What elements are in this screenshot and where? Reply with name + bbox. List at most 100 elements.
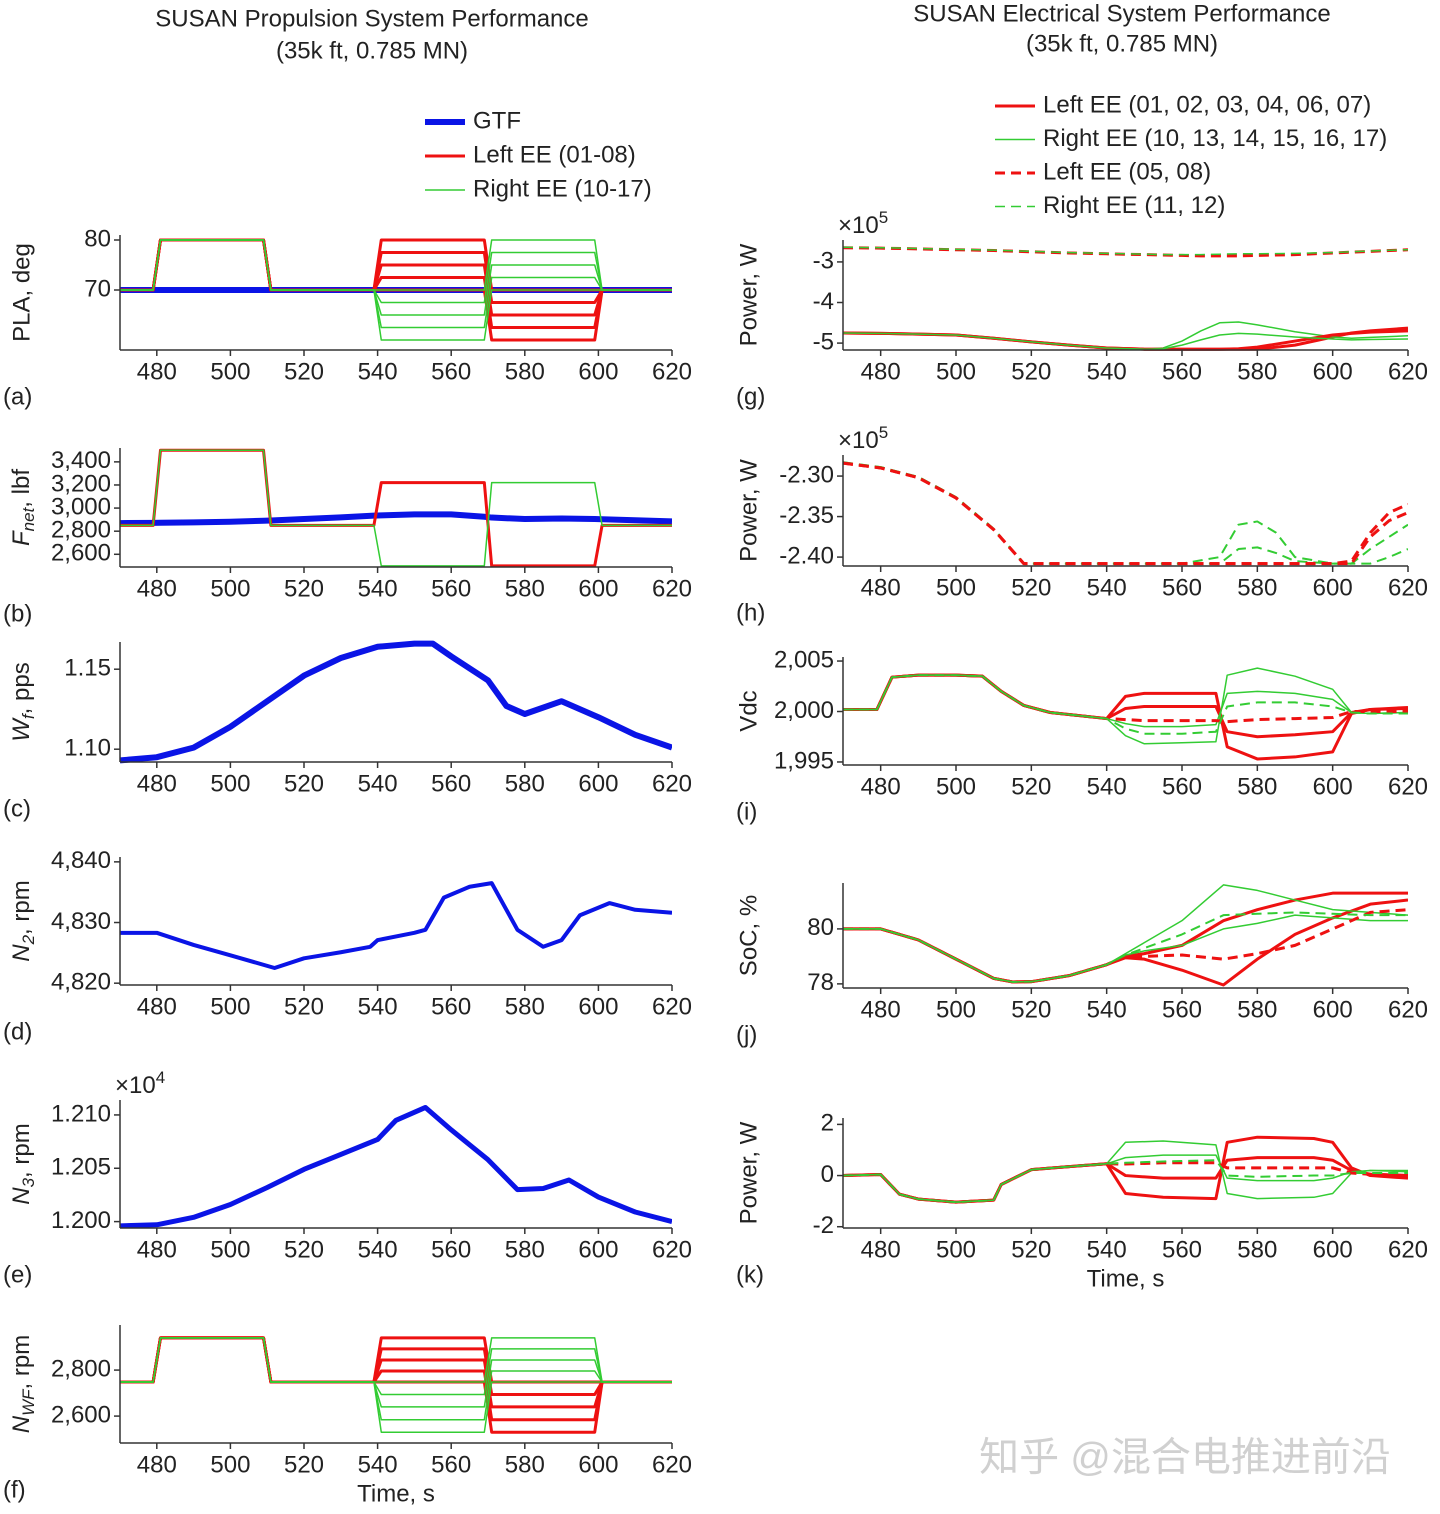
x-tick-label: 600: [1313, 574, 1353, 601]
plot-area: [843, 461, 1408, 566]
x-tick-label: 600: [1313, 996, 1353, 1023]
series-line: [843, 911, 1408, 983]
x-tick-label: 540: [1087, 1236, 1127, 1263]
y-tick-label: 4,830: [51, 908, 111, 935]
axis-multiplier-base: ×10: [115, 1072, 156, 1099]
x-tick-label: 600: [578, 575, 618, 602]
x-tick-label: 620: [652, 1236, 692, 1263]
series-line: [843, 461, 1408, 565]
x-tick-label: 480: [861, 574, 901, 601]
panel-label: (h): [736, 599, 765, 626]
y-tick-label: -3: [813, 247, 834, 274]
y-tick-label: 2,000: [774, 697, 834, 724]
x-tick-label: 520: [284, 358, 324, 385]
x-tick-label: 560: [431, 1236, 471, 1263]
y-tick-label: 4,820: [51, 969, 111, 996]
y-tick-label: 1.15: [64, 655, 111, 682]
y-axis-label-sub: WF: [19, 1388, 38, 1416]
x-tick-label: 480: [861, 773, 901, 800]
x-tick-label: 500: [210, 1236, 250, 1263]
x-tick-label: 560: [431, 1451, 471, 1478]
y-axis-label: Wf, pps: [8, 662, 38, 741]
panel: 480 500 520 540 560 580 600 620 1,995 2,000 2,005 V…: [735, 646, 1428, 825]
x-tick-label: 520: [1011, 574, 1051, 601]
x-tick-label: 540: [358, 993, 398, 1020]
x-tick-label: 520: [284, 993, 324, 1020]
axis-multiplier-exponent: 5: [879, 208, 888, 227]
series-line: [120, 1104, 672, 1229]
series-line: [843, 1135, 1408, 1204]
y-tick-label: 3,000: [51, 493, 111, 520]
y-axis-label-sub: net: [19, 506, 38, 531]
y-tick-label: 3,400: [51, 447, 111, 474]
panel-label: (k): [736, 1261, 764, 1288]
y-tick-label: 80: [84, 225, 111, 252]
panel-label: (f): [3, 1476, 26, 1503]
axis-multiplier: ×105: [838, 423, 888, 454]
chart-title: SUSAN Electrical System Performance: [913, 0, 1330, 27]
x-tick-label: 480: [137, 575, 177, 602]
legend-label: Right EE (10-17): [473, 175, 652, 202]
y-axis-label-suffix: , rpm: [8, 880, 35, 935]
x-tick-label: 480: [861, 1236, 901, 1263]
y-axis-label-suffix: , rpm: [8, 1335, 35, 1390]
x-tick-label: 580: [1237, 773, 1277, 800]
x-tick-label: 520: [1011, 1236, 1051, 1263]
x-tick-label: 540: [358, 1236, 398, 1263]
panel-label: (i): [736, 798, 757, 825]
series-line: [120, 881, 672, 971]
plot-area: [120, 1336, 672, 1434]
x-tick-label: 620: [652, 770, 692, 797]
series-line: [843, 461, 1408, 566]
series-line: [843, 246, 1408, 256]
y-axis-label-suffix: , pps: [8, 662, 35, 714]
series-line: [843, 674, 1408, 728]
x-tick-label: 540: [358, 358, 398, 385]
plot-area: [120, 881, 672, 971]
x-tick-label: 540: [1087, 773, 1127, 800]
x-tick-label: 580: [505, 1451, 545, 1478]
y-tick-label: 80: [807, 914, 834, 941]
series-line: [120, 1336, 672, 1434]
x-tick-label: 580: [505, 993, 545, 1020]
y-axis-label-sub: 3: [19, 1177, 38, 1187]
y-axis-label-main: W: [8, 717, 35, 742]
y-tick-label: -2: [813, 1212, 834, 1239]
axis-multiplier: ×105: [838, 208, 888, 239]
y-tick-label: 70: [84, 275, 111, 302]
axis-multiplier-exponent: 4: [156, 1068, 165, 1087]
y-tick-label: 2,800: [51, 1355, 111, 1382]
y-axis-label-suffix: , rpm: [8, 1123, 35, 1178]
x-tick-label: 580: [505, 358, 545, 385]
y-tick-label: -2.30: [779, 461, 834, 488]
series-line: [843, 461, 1408, 566]
x-tick-label: 480: [861, 996, 901, 1023]
x-tick-label: 520: [284, 1236, 324, 1263]
plot-area: [120, 640, 672, 764]
x-tick-label: 500: [936, 773, 976, 800]
plot-area: [120, 1104, 672, 1229]
x-tick-label: 520: [284, 1451, 324, 1478]
x-tick-label: 500: [210, 1451, 250, 1478]
plot-area: [843, 246, 1408, 351]
y-axis-label: PLA, deg: [8, 243, 35, 342]
x-tick-label: 560: [431, 993, 471, 1020]
x-tick-label: 600: [1313, 358, 1353, 385]
x-tick-label: 540: [1087, 358, 1127, 385]
y-axis-label: Power, W: [735, 243, 762, 346]
panel: 480 500 520 540 560 580 600 620 2,600 2,800 NWF, r…: [3, 1325, 692, 1507]
legend-label: GTF: [473, 107, 521, 134]
y-axis-label: Fnet, lbf: [8, 469, 38, 546]
panel-label: (b): [3, 600, 32, 627]
panel-label: (c): [3, 795, 31, 822]
y-tick-label: 0: [821, 1161, 834, 1188]
x-tick-label: 580: [1237, 996, 1277, 1023]
series-line: [843, 1154, 1408, 1203]
x-tick-label: 540: [1087, 996, 1127, 1023]
panel-label: (a): [3, 383, 32, 410]
series-line: [843, 673, 1408, 761]
series-line: [843, 332, 1408, 350]
x-tick-label: 600: [1313, 773, 1353, 800]
axis-multiplier-base: ×10: [838, 212, 879, 239]
